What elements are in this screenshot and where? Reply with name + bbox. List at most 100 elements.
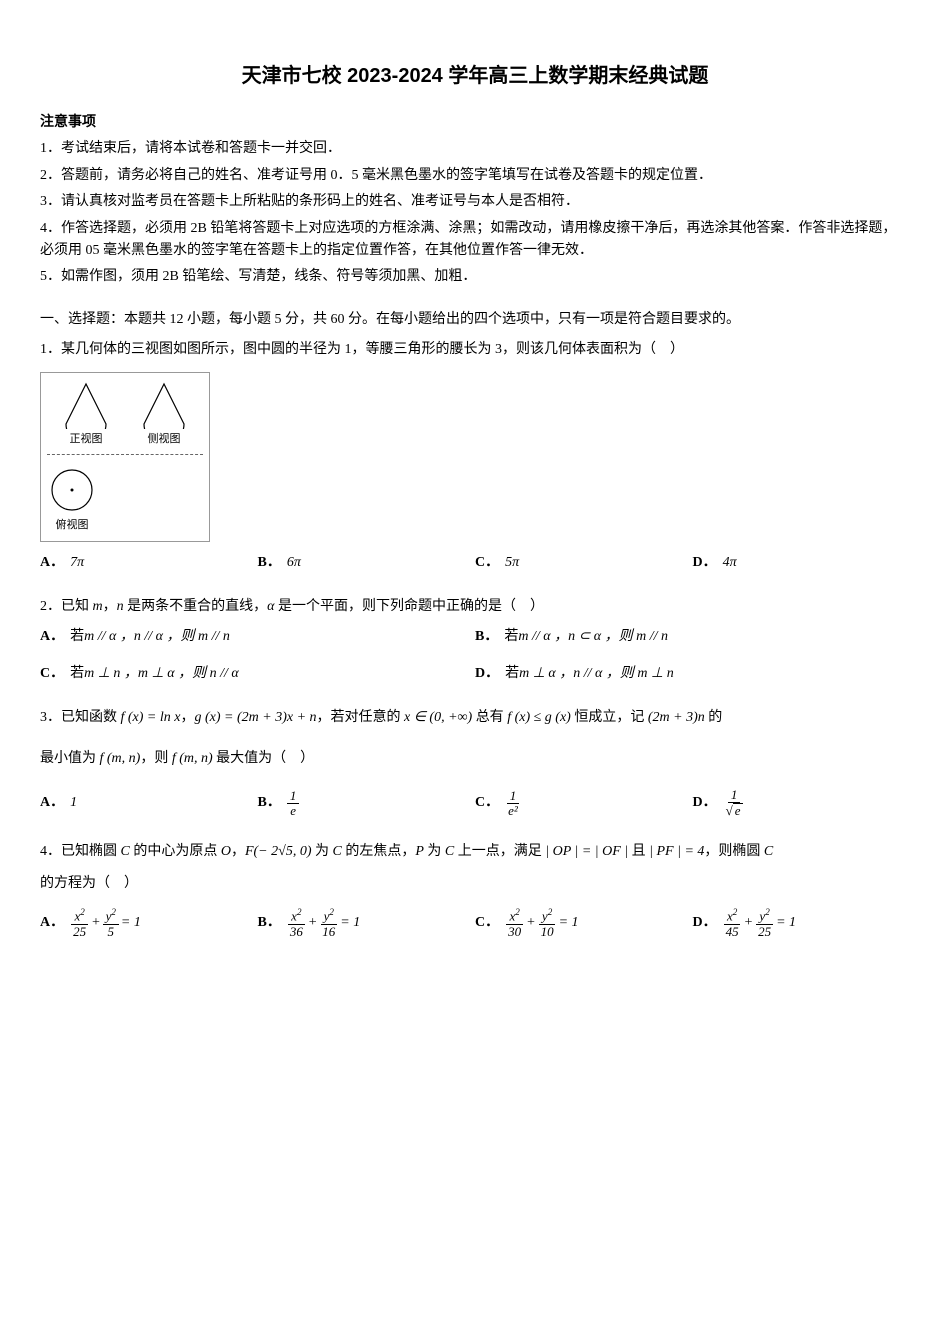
q3-rec: (2m + 3)n xyxy=(648,710,705,725)
q3-option-b: B． 1 e xyxy=(258,788,476,819)
q3-l2-prefix: 最小值为 xyxy=(40,751,100,766)
q3-d-den-body: e xyxy=(733,803,743,818)
q3-d-num: 1 xyxy=(728,788,741,803)
instruction-3: 3．请认真核对监考员在答题卡上所粘贴的条形码上的姓名、准考证号与本人是否相符． xyxy=(40,191,910,213)
option-label-a: A． xyxy=(40,912,64,934)
q4-a-a: 25 xyxy=(70,925,89,939)
option-label-c: C． xyxy=(475,912,499,934)
q2-option-c: C． 若 m ⊥ n ，m ⊥ α ，则 n // α xyxy=(40,663,475,685)
q2-option-a: A． 若 m // α ，n // α ，则 m // n xyxy=(40,626,475,648)
q4-l1-m4: 的左焦点， xyxy=(342,844,416,859)
q3-l1-m2: ，若对任意的 xyxy=(317,710,405,725)
q4-d-a: 45 xyxy=(723,925,742,939)
q3-b-num: 1 xyxy=(287,789,300,804)
q2-b-body: m // α ，n ⊂ α ，则 m // n xyxy=(518,626,668,648)
q3-fmn2: f (m, n) xyxy=(172,751,213,766)
q3-c-frac: 1 e² xyxy=(505,789,521,819)
q2-c-body: m ⊥ n ，m ⊥ α ，则 n // α xyxy=(84,663,239,685)
option-label-c: C． xyxy=(40,663,64,685)
q4-l1-m7: 且 xyxy=(628,844,649,859)
side-view-group: 侧视图 xyxy=(139,379,189,449)
q1-option-d: D． 4π xyxy=(693,552,911,574)
q4-l1-m8: ，则椭圆 xyxy=(704,844,764,859)
q4-option-a: A． x225 + y25 = 1 xyxy=(40,907,258,939)
q2-d-prefix: 若 xyxy=(505,663,519,685)
q3-l1-m3: 总有 xyxy=(472,710,507,725)
q2-b-prefix: 若 xyxy=(504,626,518,648)
q3-l1-prefix: 3．已知函数 xyxy=(40,710,121,725)
option-label-b: B． xyxy=(258,552,281,574)
question-4: 4．已知椭圆 C 的中心为原点 O，F(− 2√5, 0) 为 C 的左焦点，P… xyxy=(40,841,910,940)
side-view-shape xyxy=(139,379,189,429)
q4-l1-prefix: 4．已知椭圆 xyxy=(40,844,121,859)
q3-option-d: D． 1 √e xyxy=(693,788,911,819)
q3-c-den: e² xyxy=(505,804,521,818)
q4-cond1: | OP | = | OF | xyxy=(545,844,628,859)
q3-ineq: f (x) ≤ g (x) xyxy=(507,710,571,725)
q4-a-eq: x225 + y25 = 1 xyxy=(70,907,141,939)
q4-l1-m5: 为 xyxy=(424,844,445,859)
q4-c2: C xyxy=(332,844,341,859)
q3-l1-suffix: 的 xyxy=(705,710,723,725)
q4-f: F(− 2√5, 0) xyxy=(245,844,312,859)
q4-b-a: 36 xyxy=(287,925,306,939)
q4-option-d: D． x245 + y225 = 1 xyxy=(693,907,911,939)
top-view-label: 俯视图 xyxy=(56,517,89,535)
q2-d-body: m ⊥ α ，n // α ，则 m ⊥ n xyxy=(519,663,674,685)
q4-cond2: | PF | = 4 xyxy=(649,844,704,859)
option-label-c: C． xyxy=(475,552,499,574)
side-view-label: 侧视图 xyxy=(148,431,181,449)
q3-xin: x ∈ (0, +∞) xyxy=(404,710,472,725)
q3-l1-m4: 恒成立，记 xyxy=(571,710,648,725)
q3-gx: g (x) = (2m + 3)x + n xyxy=(194,710,316,725)
q3-fx: f (x) = ln x xyxy=(121,710,181,725)
q3-b-den: e xyxy=(287,804,299,818)
q4-options: A． x225 + y25 = 1 B． x236 + y216 = 1 C． … xyxy=(40,907,910,939)
q1-opt-d-val: 4π xyxy=(723,552,737,574)
q4-option-b: B． x236 + y216 = 1 xyxy=(258,907,476,939)
q4-l1-m1: 的中心为原点 xyxy=(130,844,221,859)
section1-title: 一、选择题：本题共 12 小题，每小题 5 分，共 60 分。在每小题给出的四个… xyxy=(40,309,910,331)
q3-line2: 最小值为 f (m, n)，则 f (m, n) 最大值为（ ） xyxy=(40,748,910,770)
q4-c-b: 10 xyxy=(538,925,557,939)
q3-l2-mid: ，则 xyxy=(140,751,172,766)
q2-suffix: 是一个平面，则下列命题中正确的是（ ） xyxy=(274,599,544,614)
question-1: 1．某几何体的三视图如图所示，图中圆的半径为 1，等腰三角形的腰长为 3，则该几… xyxy=(40,339,910,574)
sqrt-icon: √ xyxy=(726,804,733,818)
q1-options: A． 7π B． 6π C． 5π D． 4π xyxy=(40,552,910,574)
q3-d-frac: 1 √e xyxy=(723,788,746,819)
option-label-d: D． xyxy=(693,792,717,814)
option-label-b: B． xyxy=(258,912,281,934)
q3-b-frac: 1 e xyxy=(287,789,300,819)
front-view-shape xyxy=(61,379,111,429)
q4-l2: 的方程为（ ） xyxy=(40,876,138,891)
q4-line2: 的方程为（ ） xyxy=(40,873,910,895)
q3-line1: 3．已知函数 f (x) = ln x，g (x) = (2m + 3)x + … xyxy=(40,707,910,729)
q3-d-den: √e xyxy=(723,803,746,818)
q2-option-d: D． 若 m ⊥ α ，n // α ，则 m ⊥ n xyxy=(475,663,910,685)
exam-title: 天津市七校 2023-2024 学年高三上数学期末经典试题 xyxy=(40,60,910,92)
q1-opt-a-val: 7π xyxy=(70,552,84,574)
q4-l1-m3: 为 xyxy=(311,844,332,859)
top-view-group: 俯视图 xyxy=(47,465,97,535)
instruction-2: 2．答题前，请务必将自己的姓名、准考证号用 0．5 毫米黑色墨水的签字笔填写在试… xyxy=(40,165,910,187)
q2-text: 2．已知 m，n 是两条不重合的直线，α 是一个平面，则下列命题中正确的是（ ） xyxy=(40,596,910,618)
q4-l1-m6: 上一点，满足 xyxy=(454,844,545,859)
q4-b-eq: x236 + y216 = 1 xyxy=(287,907,360,939)
q4-c-eq: x230 + y210 = 1 xyxy=(505,907,578,939)
q4-c1: C xyxy=(121,844,130,859)
q4-a-b: 5 xyxy=(104,925,117,939)
option-label-b: B． xyxy=(258,792,281,814)
q3-fmn1: f (m, n) xyxy=(100,751,141,766)
option-label-a: A． xyxy=(40,552,64,574)
question-2: 2．已知 m，n 是两条不重合的直线，α 是一个平面，则下列命题中正确的是（ ）… xyxy=(40,596,910,685)
q2-option-b: B． 若 m // α ，n ⊂ α ，则 m // n xyxy=(475,626,910,648)
q4-b-b: 16 xyxy=(319,925,338,939)
option-label-d: D． xyxy=(475,663,499,685)
front-view-group: 正视图 xyxy=(61,379,111,449)
q1-text: 1．某几何体的三视图如图所示，图中圆的半径为 1，等腰三角形的腰长为 3，则该几… xyxy=(40,339,910,361)
q2-options-row2: C． 若 m ⊥ n ，m ⊥ α ，则 n // α D． 若 m ⊥ α ，… xyxy=(40,663,910,685)
q1-diagram: 正视图 侧视图 俯视图 xyxy=(40,372,210,542)
notice-header: 注意事项 xyxy=(40,112,910,134)
q1-option-a: A． 7π xyxy=(40,552,258,574)
